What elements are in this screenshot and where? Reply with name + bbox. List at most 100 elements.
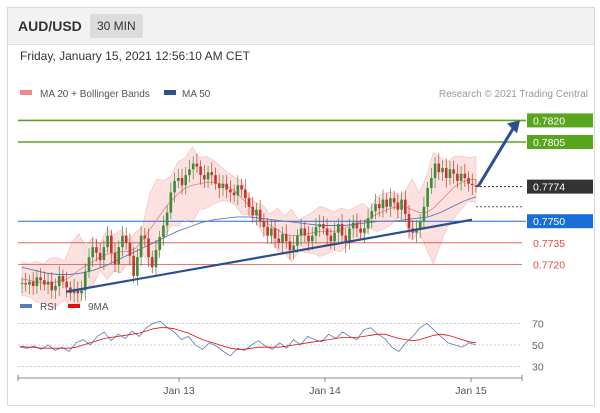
candle-body [121,235,124,248]
candle-body [385,199,388,207]
candle-body [54,286,57,291]
time-tick-label: Jan 15 [455,385,487,397]
candle-body [243,189,247,199]
candle-body [95,247,98,253]
candle-body [217,183,221,189]
candle-body [262,221,266,227]
rsi-legend-swatch [20,304,32,308]
time-tick-label: Jan 13 [163,385,195,397]
candle-body [87,257,91,272]
candle-body [456,173,459,181]
candle-body [232,192,236,196]
candle-body [46,281,50,285]
candle-body [31,281,35,286]
ma9-legend-label: 9MA [88,302,109,313]
candle-body [422,206,426,222]
candle-body [65,281,68,288]
candle-body [307,235,310,242]
resistance-tag [527,113,593,128]
price-legend: MA 20 + Bollinger Bands MA 50 Research ©… [20,89,588,100]
candle-body [80,290,83,294]
candle-body [113,252,117,265]
candle-body [124,235,128,243]
candle-body [418,221,422,230]
resistance-label: 0.7805 [533,137,565,149]
candle-body [43,280,46,285]
chart-header: AUD/USD 30 MIN [8,8,594,45]
support-label: 0.7720 [533,259,565,271]
candle-body [296,235,299,246]
candle-body [281,234,284,243]
trend-line [65,218,473,293]
rsi-9ma-line [19,327,477,350]
candle-body [277,238,281,243]
candle-body [396,202,400,210]
candle-body [57,275,61,286]
ma50-legend-label: MA 50 [182,89,211,100]
candle-body [430,178,433,189]
candle-body [210,172,214,176]
candle-body [176,178,180,181]
candle-body [195,163,199,167]
candle-body [199,166,202,176]
projection-arrowhead [507,120,520,134]
candle-body [370,211,374,219]
price-plot: 0.7820 0.7805 0.7774 0.7750 0.7735 0.7720 [18,113,593,309]
candle-body [366,218,370,229]
candle-body [377,203,381,209]
candle-body [255,209,258,216]
candle-body [474,185,478,187]
candle-body [303,228,307,236]
candle-body [184,175,188,186]
candle-body [236,185,240,196]
candle-body [426,188,429,207]
credit-text: Research © 2021 Trading Central [439,89,588,100]
candle-body [20,283,24,285]
rsi-plot: 70 50 30 [18,318,544,374]
candle-body [288,241,292,250]
candle-body [258,209,262,222]
candle-body [139,235,143,258]
rsi-legend-label: RSI [40,302,57,313]
candle-body [165,212,169,226]
candle-body [310,235,314,242]
candle-body [415,229,418,233]
candle-body [76,288,80,294]
current-price-label: 0.7774 [533,182,565,194]
candle-body [214,175,217,184]
ma50-legend-swatch [164,90,176,95]
candle-body [348,228,351,243]
candle-body [128,242,132,256]
resistance-tag [527,135,593,149]
candle-body [444,167,448,178]
candle-body [154,250,158,268]
candle-body [340,224,344,236]
timeframe-badge[interactable]: 30 MIN [90,14,143,38]
candle-body [322,224,325,229]
ma20-legend-swatch [20,90,32,95]
candle-body [83,271,87,291]
candle-body [229,189,232,193]
candle-body [169,192,173,213]
candle-body [459,173,463,181]
candle-body [110,235,113,253]
candle-body [98,252,102,261]
candle-body [203,175,206,180]
candle-body [359,228,362,233]
pivot-label: 0.7750 [533,216,565,228]
candle-body [325,228,329,236]
candle-body [392,198,396,203]
candle-body [35,277,39,286]
candle-body [351,222,355,229]
rsi-tick-label: 30 [532,362,544,374]
candle-body [173,180,176,193]
candle-body [61,275,65,282]
candle-body [180,178,184,186]
time-axis: Jan 13 Jan 14 Jan 15 [17,375,523,397]
candle-body [318,224,322,227]
candle-body [247,198,251,207]
candle-body [355,222,359,229]
candle-body [284,234,288,242]
candle-body [221,183,225,189]
